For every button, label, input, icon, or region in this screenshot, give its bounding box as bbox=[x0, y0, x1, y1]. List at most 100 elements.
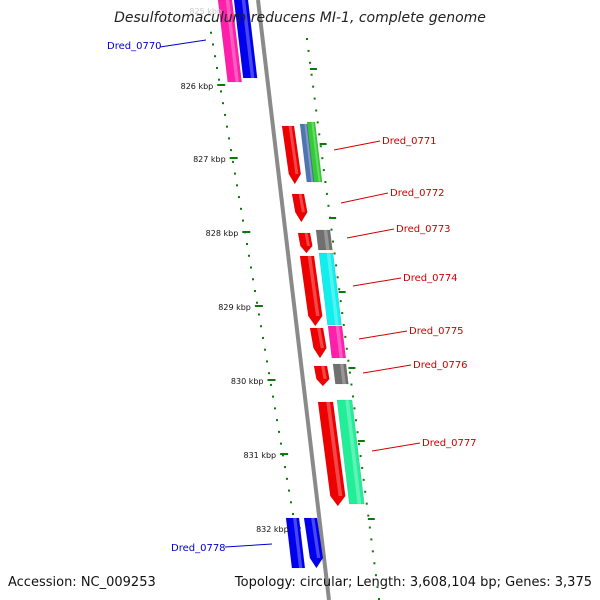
ruler-dot bbox=[306, 38, 308, 40]
ruler-dot bbox=[246, 243, 248, 246]
ruler-dot bbox=[345, 347, 348, 350]
ruler-dot bbox=[344, 335, 347, 338]
gene-leader-line bbox=[224, 543, 273, 548]
gene-highlight bbox=[323, 230, 330, 250]
feature-gray-0776 bbox=[332, 363, 349, 385]
genome-backbone bbox=[256, 0, 331, 600]
gene-dred-0773 bbox=[297, 232, 313, 254]
gene-dred-0778-b bbox=[303, 517, 324, 569]
genome-title: Desulfotomaculum reducens MI-1, complete… bbox=[114, 10, 486, 26]
ruler-dot bbox=[220, 90, 222, 93]
ruler-dot bbox=[268, 372, 270, 375]
gene-highlight bbox=[311, 518, 321, 558]
tick-label: 827 kbp bbox=[193, 155, 226, 164]
ruler-dot bbox=[236, 184, 238, 187]
ruler-dot bbox=[355, 419, 358, 422]
ruler-dot bbox=[361, 466, 364, 469]
ruler-dot bbox=[359, 455, 362, 458]
tick-label: 826 kbp bbox=[181, 82, 214, 91]
gene-dred-0775 bbox=[309, 327, 327, 359]
ruler-dot bbox=[214, 55, 216, 58]
gene-leader-line bbox=[159, 39, 207, 48]
ruler-dot bbox=[367, 514, 370, 517]
gene-block-blue-top bbox=[233, 0, 258, 79]
ruler-dot bbox=[338, 288, 341, 291]
ruler-dot bbox=[365, 502, 368, 505]
genome-summary: Topology: circular; Length: 3,608,104 bp… bbox=[234, 575, 592, 590]
ruler-dot bbox=[339, 300, 342, 303]
ruler-dot bbox=[270, 383, 272, 386]
ruler-dot bbox=[351, 395, 354, 398]
ruler-dot bbox=[222, 102, 224, 105]
ruler-dot bbox=[374, 574, 377, 577]
ruler-dot bbox=[262, 336, 264, 339]
ruler-dot bbox=[234, 172, 236, 175]
ruler-dot bbox=[347, 359, 350, 362]
gene-label-dred-0778: Dred_0778 bbox=[171, 543, 226, 554]
gene-highlight bbox=[335, 326, 343, 358]
gene-highlight bbox=[311, 122, 321, 182]
gene-leader-line bbox=[352, 277, 402, 287]
ruler-dot bbox=[364, 490, 367, 493]
ruler-dot bbox=[208, 20, 210, 22]
gene-highlight bbox=[241, 0, 255, 78]
gene-dred-0777 bbox=[317, 401, 346, 507]
ruler-dot bbox=[264, 348, 266, 351]
ruler-dot bbox=[324, 180, 327, 183]
ruler-dot bbox=[226, 125, 228, 128]
ruler-dot bbox=[258, 313, 260, 316]
gene-leader-line bbox=[362, 364, 412, 374]
gene-highlight bbox=[326, 402, 343, 496]
ruler-dot bbox=[362, 478, 365, 481]
ruler-dot bbox=[286, 477, 288, 480]
ruler-dot bbox=[376, 586, 379, 589]
ruler-dot bbox=[313, 97, 316, 100]
ruler-dot bbox=[341, 312, 344, 315]
ruler-dot bbox=[212, 43, 214, 46]
ruler-dot bbox=[238, 196, 240, 199]
gene-leader-line bbox=[358, 330, 408, 340]
gene-leader-line bbox=[346, 228, 395, 239]
feature-magenta bbox=[327, 325, 347, 359]
gene-highlight bbox=[317, 328, 324, 348]
feature-gray-0773 bbox=[315, 229, 333, 251]
ruler-dot bbox=[330, 228, 333, 231]
ruler-dot bbox=[272, 395, 274, 398]
ruler-dot bbox=[230, 149, 232, 152]
gene-dred-0772 bbox=[291, 193, 308, 223]
ruler-dot bbox=[358, 443, 361, 446]
gene-label-dred-0775: Dred_0775 bbox=[409, 326, 464, 337]
ruler-dot bbox=[242, 219, 244, 222]
gene-leader-line bbox=[371, 442, 421, 452]
gene-highlight bbox=[340, 364, 346, 384]
ruler-dot bbox=[256, 301, 258, 304]
ruler-dot bbox=[216, 66, 218, 69]
gene-leader-line bbox=[333, 140, 381, 151]
ruler-dot bbox=[248, 254, 250, 257]
ruler-dot bbox=[373, 562, 376, 565]
ruler-dot bbox=[322, 169, 325, 172]
ruler-dot bbox=[327, 204, 330, 207]
ruler-dot bbox=[309, 61, 312, 64]
ruler-dot bbox=[321, 157, 324, 160]
gene-label-dred-0776: Dred_0776 bbox=[413, 360, 468, 371]
ruler-dot bbox=[232, 160, 234, 163]
ruler-dot bbox=[252, 278, 254, 281]
ruler-dot bbox=[280, 442, 282, 445]
ruler-dot bbox=[342, 323, 345, 326]
backbone-layer bbox=[256, 0, 331, 600]
tick-label: 830 kbp bbox=[231, 377, 264, 386]
gene-highlight bbox=[304, 233, 310, 246]
left-ruler-dots bbox=[208, 20, 302, 562]
tick-label-faint: 825 kbp bbox=[189, 7, 222, 16]
ruler-dot bbox=[260, 325, 262, 328]
ruler-dot bbox=[218, 78, 220, 81]
ruler-dot bbox=[290, 501, 292, 504]
gene-highlight bbox=[321, 366, 327, 379]
ruler-dot bbox=[348, 371, 351, 374]
tick-label: 831 kbp bbox=[244, 451, 277, 460]
gene-dred-0771 bbox=[281, 125, 302, 185]
accession-label: Accession: NC_009253 bbox=[8, 575, 156, 590]
ruler-dot bbox=[336, 276, 339, 279]
